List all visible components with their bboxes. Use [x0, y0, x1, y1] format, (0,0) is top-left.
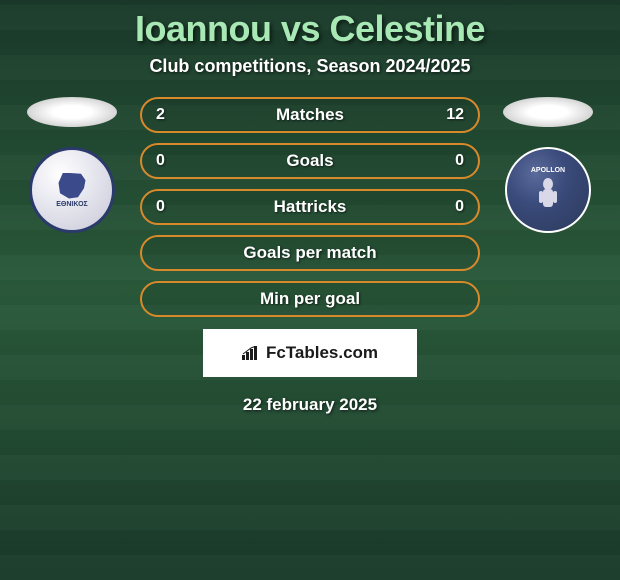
apollo-figure-icon — [531, 176, 565, 214]
stat-label: Goals — [286, 151, 333, 171]
stat-label: Matches — [276, 105, 344, 125]
stat-bar-hattricks: 0 Hattricks 0 — [140, 189, 480, 225]
greece-map-icon — [57, 173, 87, 199]
stat-bar-goals: 0 Goals 0 — [140, 143, 480, 179]
comparison-row: ΕΘΝΙΚΟΣ 2 Matches 12 0 Goals 0 0 Hattric… — [0, 97, 620, 317]
stat-right-value: 12 — [446, 106, 464, 124]
stats-bars: 2 Matches 12 0 Goals 0 0 Hattricks 0 Goa… — [140, 97, 480, 317]
stat-label: Min per goal — [260, 289, 360, 309]
club-badge-left-inner: ΕΘΝΙΚΟΣ — [56, 173, 88, 208]
brand-text: FcTables.com — [266, 343, 378, 363]
date-line: 22 february 2025 — [0, 395, 620, 415]
stat-left-value: 0 — [156, 152, 165, 170]
club-badge-right-inner: APOLLON — [531, 167, 565, 214]
stat-left-value: 2 — [156, 106, 165, 124]
stat-right-value: 0 — [455, 198, 464, 216]
club-badge-left-text: ΕΘΝΙΚΟΣ — [56, 201, 88, 208]
stat-right-value: 0 — [455, 152, 464, 170]
stat-bar-matches: 2 Matches 12 — [140, 97, 480, 133]
stat-left-value: 0 — [156, 198, 165, 216]
left-player-col: ΕΘΝΙΚΟΣ — [22, 97, 122, 233]
club-badge-left: ΕΘΝΙΚΟΣ — [29, 147, 115, 233]
player-placeholder-right — [503, 97, 593, 127]
stat-label: Hattricks — [274, 197, 347, 217]
player-placeholder-left — [27, 97, 117, 127]
club-badge-right: APOLLON — [505, 147, 591, 233]
page-title: Ioannou vs Celestine — [0, 8, 620, 50]
right-player-col: APOLLON — [498, 97, 598, 233]
stat-bar-goals-per-match: Goals per match — [140, 235, 480, 271]
club-badge-right-text: APOLLON — [531, 167, 565, 174]
brand-box[interactable]: FcTables.com — [203, 329, 417, 377]
stat-bar-min-per-goal: Min per goal — [140, 281, 480, 317]
bar-chart-icon — [242, 346, 260, 360]
stat-label: Goals per match — [243, 243, 376, 263]
page-subtitle: Club competitions, Season 2024/2025 — [0, 56, 620, 77]
